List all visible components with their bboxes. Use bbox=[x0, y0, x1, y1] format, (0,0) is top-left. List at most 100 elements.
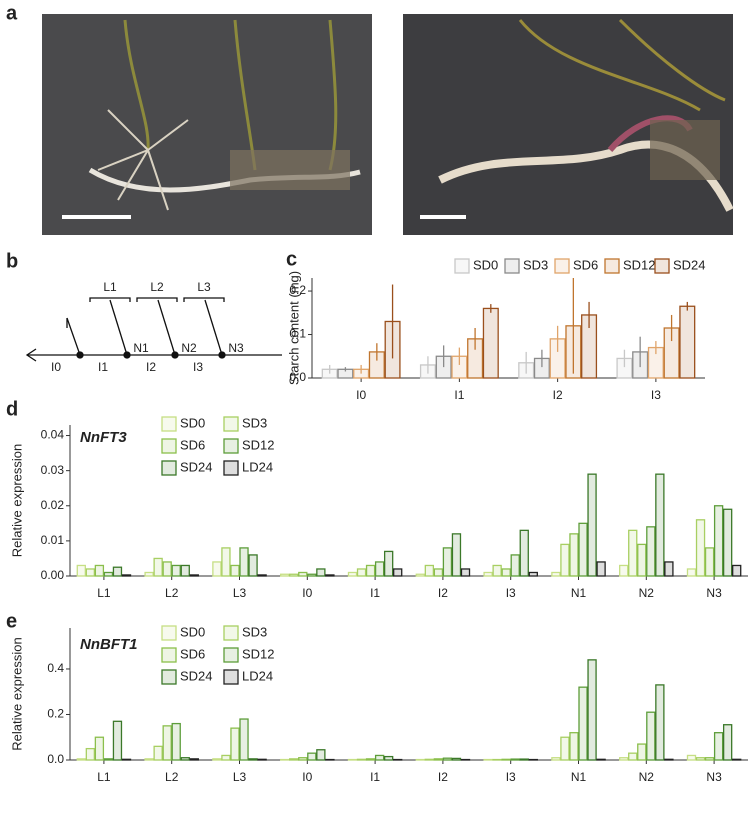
legend-swatch bbox=[655, 259, 669, 273]
bar bbox=[656, 685, 664, 760]
bar bbox=[733, 565, 741, 576]
x-tick-label: I3 bbox=[506, 770, 516, 784]
bar bbox=[687, 569, 695, 576]
y-axis-label: Starch content (mg) bbox=[286, 271, 301, 385]
bar bbox=[588, 660, 596, 760]
bar bbox=[394, 569, 402, 576]
internode-label: I0 bbox=[51, 360, 61, 374]
bar bbox=[461, 569, 469, 576]
x-tick-label: L1 bbox=[97, 770, 111, 784]
bar bbox=[231, 565, 239, 576]
legend-swatch bbox=[605, 259, 619, 273]
bar bbox=[213, 562, 221, 576]
bar bbox=[484, 572, 492, 576]
legend-label: SD3 bbox=[523, 257, 548, 272]
legend-label: SD24 bbox=[180, 459, 213, 474]
y-axis-label: Relative expression bbox=[9, 444, 24, 557]
x-tick-label: I0 bbox=[302, 586, 312, 600]
bar bbox=[561, 544, 569, 576]
bar bbox=[647, 712, 655, 760]
panel-letter: d bbox=[6, 398, 18, 420]
bar bbox=[493, 565, 501, 576]
legend-swatch bbox=[505, 259, 519, 273]
bar bbox=[588, 474, 596, 576]
bar bbox=[561, 737, 569, 760]
legend-label: SD24 bbox=[673, 257, 706, 272]
bar bbox=[190, 575, 198, 576]
bar bbox=[249, 759, 257, 760]
legend-label: SD6 bbox=[573, 257, 598, 272]
y-tick-label: 0.2 bbox=[47, 707, 64, 721]
legend-label: LD24 bbox=[242, 459, 273, 474]
bar bbox=[367, 565, 375, 576]
bar bbox=[299, 758, 307, 760]
bar bbox=[258, 575, 266, 576]
bar bbox=[281, 574, 289, 576]
bar bbox=[113, 567, 121, 576]
legend-swatch bbox=[162, 648, 176, 662]
internode-label: I1 bbox=[98, 360, 108, 374]
bar bbox=[95, 565, 103, 576]
bar bbox=[511, 759, 519, 760]
bar bbox=[122, 759, 130, 760]
panel-letter: b bbox=[6, 250, 18, 272]
x-tick-label: I2 bbox=[438, 770, 448, 784]
bar bbox=[425, 565, 433, 576]
panel-letter: e bbox=[6, 610, 17, 632]
bar bbox=[308, 574, 316, 576]
bar bbox=[86, 569, 94, 576]
y-tick-label: 0.01 bbox=[41, 533, 65, 547]
x-tick-label: I1 bbox=[454, 388, 464, 402]
bar bbox=[697, 520, 705, 576]
y-tick-label: 0.04 bbox=[41, 428, 65, 442]
x-tick-label: L2 bbox=[165, 770, 179, 784]
bar bbox=[570, 733, 578, 760]
bar bbox=[86, 749, 94, 760]
bar bbox=[240, 548, 248, 576]
bar bbox=[222, 548, 230, 576]
bar bbox=[697, 758, 705, 760]
bar bbox=[520, 759, 528, 760]
legend-swatch bbox=[224, 648, 238, 662]
bar bbox=[715, 506, 723, 576]
bar bbox=[367, 759, 375, 760]
x-tick-label: I0 bbox=[356, 388, 366, 402]
legend-swatch bbox=[455, 259, 469, 273]
bar bbox=[443, 548, 451, 576]
x-tick-label: I3 bbox=[651, 388, 661, 402]
bar bbox=[483, 308, 498, 378]
y-tick-label: 0.4 bbox=[47, 661, 64, 675]
bar bbox=[416, 574, 424, 576]
x-tick-label: L3 bbox=[233, 770, 247, 784]
panel-letter: c bbox=[286, 248, 297, 270]
bar bbox=[724, 509, 732, 576]
bar bbox=[308, 753, 316, 760]
x-tick-label: N1 bbox=[571, 586, 587, 600]
bar bbox=[376, 562, 384, 576]
bar bbox=[579, 687, 587, 760]
bar bbox=[629, 753, 637, 760]
legend-swatch bbox=[224, 670, 238, 684]
bar bbox=[317, 750, 325, 760]
bar bbox=[358, 759, 366, 760]
bar bbox=[434, 569, 442, 576]
bar bbox=[317, 569, 325, 576]
chart-title: NnBFT1 bbox=[80, 636, 138, 653]
x-tick-label: I0 bbox=[302, 770, 312, 784]
bar bbox=[733, 759, 741, 760]
photo-left bbox=[42, 14, 372, 235]
legend-swatch bbox=[162, 461, 176, 475]
bar bbox=[629, 530, 637, 576]
bar bbox=[163, 562, 171, 576]
bar bbox=[290, 574, 298, 576]
bar bbox=[434, 759, 442, 760]
bar bbox=[172, 724, 180, 760]
bar bbox=[502, 759, 510, 760]
bar bbox=[443, 758, 451, 760]
bar bbox=[249, 555, 257, 576]
bar bbox=[687, 755, 695, 760]
x-tick-label: N2 bbox=[639, 586, 655, 600]
legend-swatch bbox=[224, 461, 238, 475]
bar bbox=[452, 758, 460, 760]
